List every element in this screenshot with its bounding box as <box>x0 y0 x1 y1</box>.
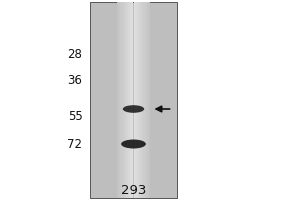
Text: 293: 293 <box>121 184 146 196</box>
Bar <box>134 2 135 198</box>
Bar <box>147 2 148 198</box>
Ellipse shape <box>121 140 146 148</box>
Text: 36: 36 <box>68 73 82 86</box>
Text: 72: 72 <box>68 138 82 150</box>
Bar <box>149 2 150 198</box>
Bar <box>138 2 139 198</box>
Bar <box>146 2 147 198</box>
Bar <box>131 2 132 198</box>
Bar <box>141 2 142 198</box>
Bar <box>125 2 126 198</box>
Bar <box>139 2 140 198</box>
Bar <box>126 2 127 198</box>
Bar <box>145 2 146 198</box>
Bar <box>143 2 145 198</box>
Bar <box>90 2 177 198</box>
Bar <box>136 2 137 198</box>
Bar <box>127 2 128 198</box>
Bar <box>148 2 149 198</box>
Bar <box>137 2 138 198</box>
Text: 28: 28 <box>68 47 82 60</box>
Bar <box>122 2 124 198</box>
Bar <box>129 2 130 198</box>
Bar <box>119 2 120 198</box>
Bar <box>124 2 125 198</box>
Bar <box>142 2 143 198</box>
Bar <box>140 2 141 198</box>
Bar <box>117 2 118 198</box>
Text: 55: 55 <box>68 110 82 122</box>
Bar <box>120 2 122 198</box>
Bar <box>118 2 119 198</box>
Bar <box>132 2 134 198</box>
Bar <box>135 2 136 198</box>
Bar <box>130 2 131 198</box>
Ellipse shape <box>123 105 144 113</box>
Bar <box>128 2 129 198</box>
